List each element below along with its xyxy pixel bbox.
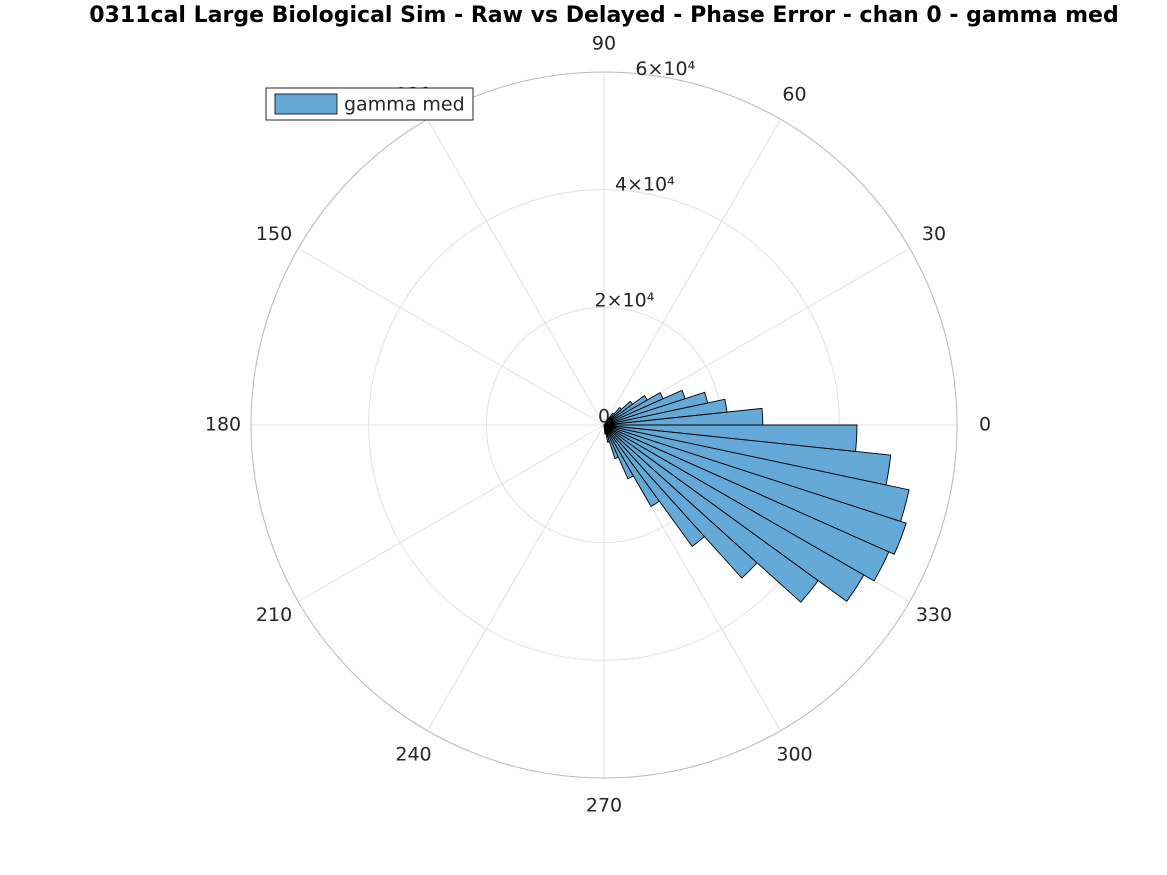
theta-tick-label: 300 bbox=[776, 743, 812, 765]
bar bbox=[603, 424, 910, 522]
theta-tick-label: 0 bbox=[979, 414, 991, 436]
theta-tick-label: 210 bbox=[256, 604, 292, 626]
legend-swatch bbox=[274, 93, 338, 115]
theta-tick-label: 180 bbox=[205, 414, 241, 436]
r-tick-label: 4×10⁴ bbox=[615, 174, 675, 196]
r-tick-label: 6×10⁴ bbox=[635, 58, 695, 80]
bar bbox=[603, 424, 858, 452]
bar bbox=[603, 424, 892, 486]
theta-tick-label: 60 bbox=[782, 84, 806, 106]
theta-tick-label: 330 bbox=[916, 604, 952, 626]
theta-grid-line bbox=[298, 248, 605, 426]
polar-outline bbox=[250, 71, 958, 779]
theta-tick-label: 150 bbox=[256, 223, 292, 245]
chart-title: 0311cal Large Biological Sim - Raw vs De… bbox=[89, 3, 1118, 28]
theta-grid-line bbox=[298, 424, 605, 602]
theta-tick-label: 270 bbox=[586, 795, 622, 817]
r-tick-label: 0 bbox=[598, 406, 610, 428]
theta-grid-line bbox=[427, 424, 605, 731]
theta-tick-label: 30 bbox=[922, 223, 946, 245]
theta-tick-label: 240 bbox=[395, 743, 431, 765]
theta-grid-line bbox=[603, 119, 781, 426]
bar bbox=[603, 412, 615, 426]
theta-tick-label: 90 bbox=[592, 33, 616, 55]
legend-label: gamma med bbox=[344, 94, 465, 116]
bar bbox=[603, 424, 907, 555]
r-tick-label: 2×10⁴ bbox=[595, 290, 655, 312]
theta-grid-line bbox=[427, 119, 605, 426]
